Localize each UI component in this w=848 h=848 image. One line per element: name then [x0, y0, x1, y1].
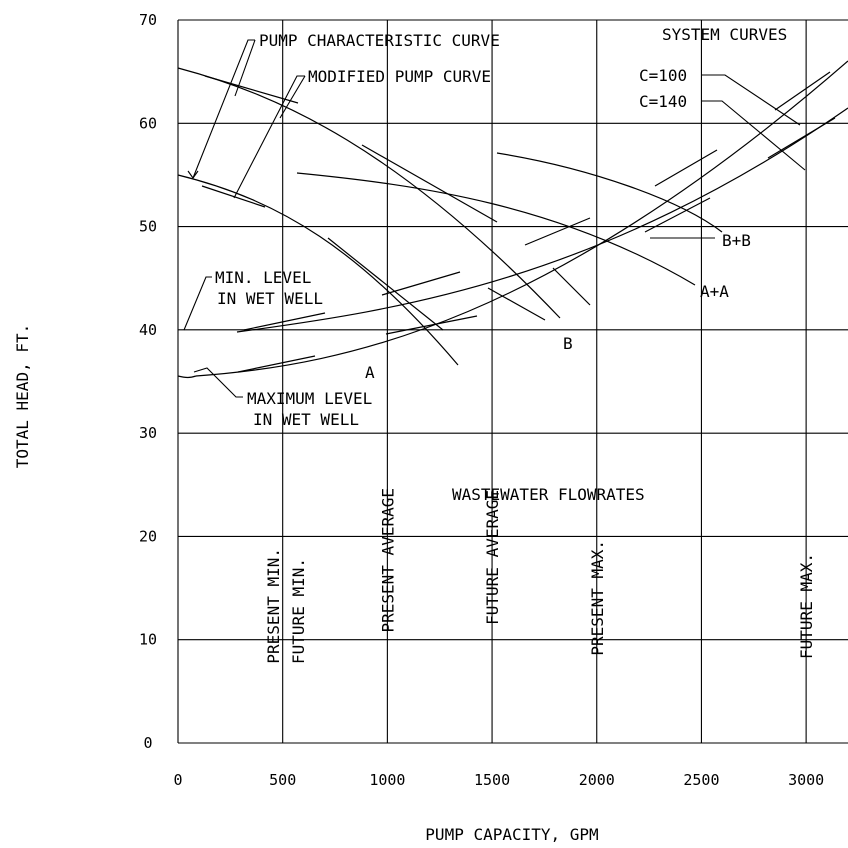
c100-leader — [702, 74, 801, 126]
seg — [774, 71, 831, 111]
seg — [204, 75, 299, 104]
flowrate-marker-label: FUTURE MIN. — [289, 558, 308, 664]
pump-characteristic-leader — [192, 39, 255, 179]
seg — [201, 185, 266, 208]
flowrate-marker-label: FUTURE MAX. — [797, 553, 816, 659]
curve-label-b-plus-b: B+B — [722, 231, 751, 250]
flowrate-marker-label: PRESENT MIN. — [264, 548, 283, 664]
max-level-label-1: MAXIMUM LEVEL — [247, 389, 372, 408]
flowrate-marker-label: PRESENT AVERAGE — [378, 488, 397, 633]
modified-pump-label: MODIFIED PUMP CURVE — [308, 67, 491, 86]
y-axis-title: TOTAL HEAD, FT. — [13, 324, 32, 469]
x-axis-title: PUMP CAPACITY, GPM — [425, 825, 598, 844]
max-level-label-2: IN WET WELL — [253, 410, 359, 429]
seg — [552, 267, 591, 306]
curve-c100 — [195, 60, 848, 377]
curve-label-a: A — [365, 363, 375, 382]
flowrates-title: WASTEWATER FLOWRATES — [452, 485, 645, 504]
modified-curve-segments — [201, 71, 836, 373]
y-tick-label: 20 — [139, 527, 157, 545]
flowrate-markers: PRESENT MIN. FUTURE MIN. PRESENT AVERAGE FU… — [264, 488, 816, 664]
curve-a — [177, 174, 459, 366]
curve-a-plus-a — [296, 172, 696, 286]
pump-characteristic-label: PUMP CHARACTERISTIC CURVE — [259, 31, 500, 50]
y-tick-label: 30 — [139, 424, 157, 442]
seg — [237, 355, 316, 373]
flowrate-marker-label: FUTURE AVERAGE — [483, 490, 502, 625]
x-tick-label: 1500 — [474, 771, 510, 789]
y-tick-label: 70 — [139, 11, 157, 29]
y-tick-label: 60 — [139, 114, 157, 132]
annotations — [183, 39, 806, 398]
y-tick-label: 0 — [143, 734, 152, 752]
curve-system-start — [177, 375, 197, 379]
modified-pump-leader — [233, 75, 305, 199]
seg — [644, 197, 711, 233]
arrow-head — [187, 170, 199, 179]
x-tick-label: 1000 — [369, 771, 405, 789]
seg — [327, 237, 444, 331]
x-tick-label: 0 — [173, 771, 182, 789]
c140-leader — [702, 100, 806, 171]
y-tick-label: 10 — [139, 631, 157, 649]
min-level-label-1: MIN. LEVEL — [215, 268, 311, 287]
min-level-leader — [183, 276, 212, 331]
system-curves-label: SYSTEM CURVES — [662, 25, 787, 44]
x-tick-label: 2000 — [579, 771, 615, 789]
grid-lines — [177, 19, 848, 744]
curves — [177, 60, 848, 379]
c100-label: C=100 — [639, 66, 687, 85]
seg — [243, 312, 326, 331]
curve-c140 — [236, 107, 848, 333]
max-level-leader — [193, 367, 243, 398]
seg — [487, 287, 546, 321]
seg — [767, 117, 836, 159]
pump-characteristic-leader-2 — [234, 39, 256, 97]
x-tick-label: 3000 — [788, 771, 824, 789]
seg — [385, 315, 478, 335]
flowrate-marker-label: PRESENT MAX. — [588, 540, 607, 656]
c140-label: C=140 — [639, 92, 687, 111]
x-tick-label: 2500 — [683, 771, 719, 789]
seg — [654, 149, 718, 187]
seg — [381, 271, 461, 296]
min-level-label-2: IN WET WELL — [217, 289, 323, 308]
seg — [361, 144, 498, 223]
tick-labels: 0 10 20 30 40 50 60 70 0 500 1000 1500 2000 2500 3000 — [139, 11, 824, 789]
y-tick-label: 50 — [139, 218, 157, 236]
chart-text: PUMP CHARACTERISTIC CURVE MODIFIED PUMP … — [13, 25, 787, 844]
modified-pump-leader-2 — [279, 75, 306, 119]
curve-label-a-plus-a: A+A — [700, 282, 729, 301]
curve-b-plus-b — [496, 152, 723, 233]
y-tick-label: 40 — [139, 321, 157, 339]
curve-label-b: B — [563, 334, 573, 353]
seg — [524, 217, 591, 246]
x-tick-label: 500 — [269, 771, 296, 789]
